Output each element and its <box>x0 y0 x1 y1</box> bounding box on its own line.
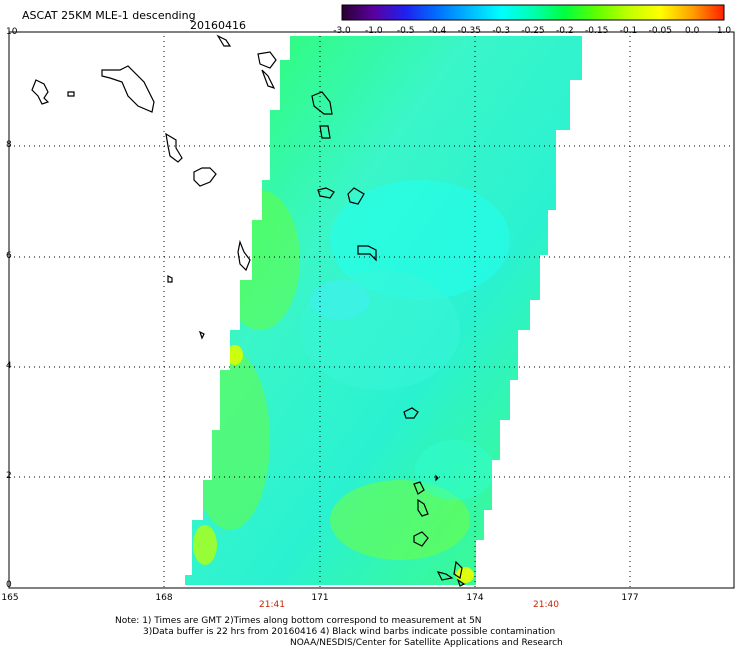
y-tick-4: 4 <box>6 361 12 371</box>
colorbar-label: -0.3 <box>492 26 510 36</box>
x-tick-168: 168 <box>155 593 173 603</box>
swath-data-layer <box>185 36 582 585</box>
colorbar-label: -0.4 <box>428 26 447 36</box>
colorbar-label: -1.0 <box>365 26 383 36</box>
plot-frame <box>8 31 735 589</box>
colorbar-label: -0.2 <box>556 26 574 36</box>
x-tick-177: 177 <box>621 593 639 603</box>
note-line-1: Note: 1) Times are GMT 2)Times along bot… <box>115 616 482 626</box>
colorbar-label: -0.5 <box>396 26 415 36</box>
colorbar-label: -0.25 <box>521 26 545 36</box>
time-label-1: 21:41 <box>259 600 285 610</box>
note-line-3: NOAA/NESDIS/Center for Satellite Applica… <box>290 638 563 648</box>
island-outlines <box>31 34 466 587</box>
y-tick-0: 0 <box>6 580 12 590</box>
y-tick-6: 6 <box>6 251 12 261</box>
colorbar-label: -0.05 <box>648 26 672 36</box>
map-date: 20160416 <box>190 19 246 32</box>
map-title: ASCAT 25KM MLE-1 descending <box>22 9 196 22</box>
colorbar-label: -0.1 <box>619 26 638 36</box>
colorbar-label: -0.15 <box>585 26 609 36</box>
y-tick-2: 2 <box>6 471 12 481</box>
y-tick-10: 10 <box>6 27 18 37</box>
colorbar-label: -0.35 <box>457 26 481 36</box>
x-tick-174: 174 <box>466 593 484 603</box>
colorbar-gradient <box>341 4 725 21</box>
colorbar-label: -3.0 <box>333 26 351 36</box>
time-label-2: 21:40 <box>533 600 559 610</box>
note-line-2: 3)Data buffer is 22 hrs from 20160416 4)… <box>143 627 556 637</box>
x-tick-171: 171 <box>311 593 329 603</box>
grid-lines <box>9 36 734 588</box>
x-tick-165: 165 <box>1 593 19 603</box>
colorbar <box>341 4 725 21</box>
colorbar-label: 0.0 <box>684 26 700 36</box>
colorbar-label: 1.0 <box>716 26 732 36</box>
y-tick-8: 8 <box>6 140 12 150</box>
